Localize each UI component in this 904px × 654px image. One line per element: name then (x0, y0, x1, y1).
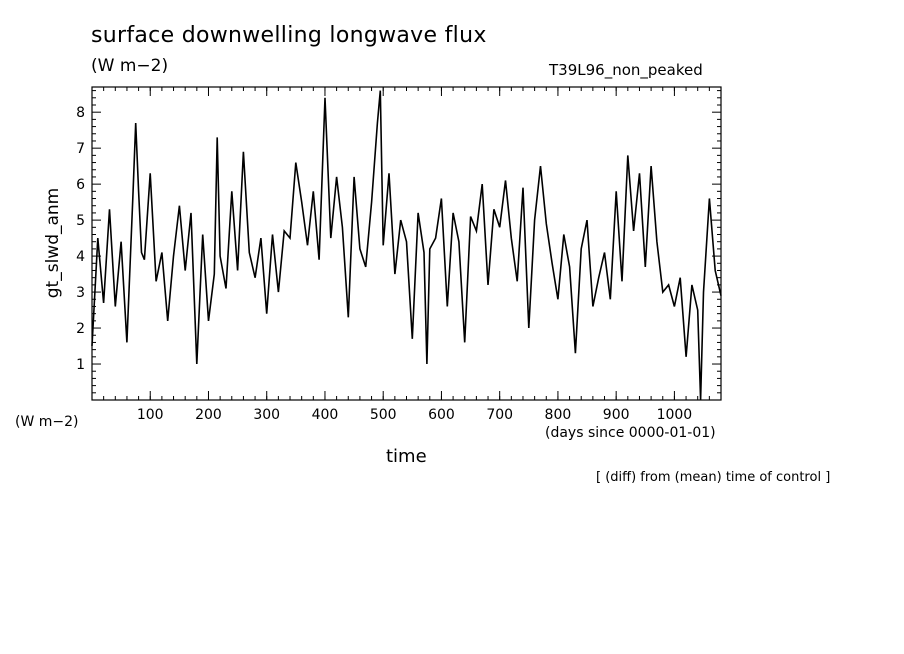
x-tick-label: 1000 (657, 407, 693, 423)
chart-units: (W m−2) (91, 56, 169, 76)
x-tick-label: 600 (428, 407, 455, 423)
x-tick-label: 400 (312, 407, 339, 423)
x-tick-label: 300 (253, 407, 280, 423)
y-tick-label: 6 (76, 177, 85, 193)
y-tick-label: 1 (76, 357, 85, 373)
chart-title: surface downwelling longwave flux (91, 23, 487, 48)
y-tick-label: 3 (76, 285, 85, 301)
series-line-0 (91, 90, 722, 401)
x-axis-units: (days since 0000-01-01) (545, 425, 716, 441)
x-tick-label: 900 (603, 407, 630, 423)
experiment-name: T39L96_non_peaked (549, 61, 703, 79)
tick-labels: 100 200 300 400 500 600 700 800 900 1000 1 2 3 4 5 6 7 8 (76, 105, 692, 423)
x-tick-label: 700 (486, 407, 513, 423)
x-axis-label: time (386, 446, 427, 467)
x-tick-label: 500 (370, 407, 397, 423)
x-tick-label: 800 (545, 407, 572, 423)
chart-note: [ (diff) from (mean) time of control ] (596, 470, 831, 485)
x-tick-label: 100 (137, 407, 164, 423)
y-tick-label: 5 (76, 213, 85, 229)
plot-frame (91, 86, 722, 401)
series-layer (91, 90, 722, 401)
axis-ticks (92, 87, 721, 400)
y-tick-label: 7 (76, 141, 85, 157)
y-tick-label: 2 (76, 321, 85, 337)
y-axis-units: (W m−2) (15, 414, 79, 430)
y-tick-label: 4 (76, 249, 85, 265)
y-tick-label: 8 (76, 105, 85, 121)
x-tick-label: 200 (195, 407, 222, 423)
